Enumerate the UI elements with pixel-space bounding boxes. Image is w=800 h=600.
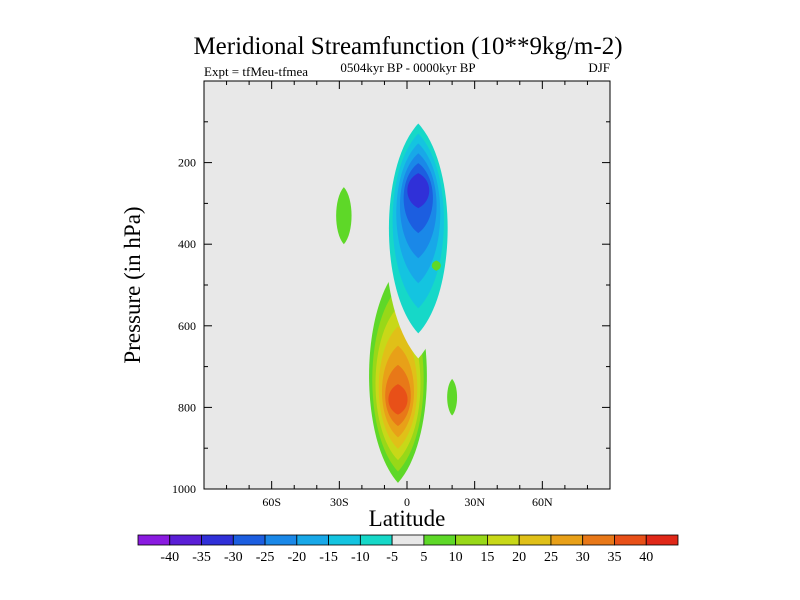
experiment-label: Expt = tfMeu-tfmea <box>204 64 308 79</box>
contour-tropical-upper-negative-cell <box>385 113 452 359</box>
colorbar-swatch <box>232 534 266 546</box>
colorbar-swatch <box>645 534 679 546</box>
y-axis-ticks: 200 400 600 800 1000 <box>172 121 610 496</box>
y-tick-label: 1000 <box>172 482 196 496</box>
contour-band-small-positive-blob-1 <box>431 260 441 271</box>
colorbar-label: -5 <box>386 550 398 565</box>
contour-band-tropical-lower-positive-cell-7 <box>388 384 408 415</box>
y-tick-label: 600 <box>178 319 196 333</box>
colorbar-label: 35 <box>607 550 621 565</box>
x-axis-label: Latitude <box>369 506 446 531</box>
contour-southern-positive-patch <box>336 187 352 245</box>
x-tick-label: 30S <box>330 495 349 509</box>
contour-fill-layer <box>336 81 517 483</box>
plot-area: 60S 30S 0 30N 60N 200 400 600 800 1000 <box>172 80 611 509</box>
colorbar-swatch <box>169 534 202 546</box>
x-tick-label: 30N <box>464 495 485 509</box>
colorbar-swatch <box>264 534 298 546</box>
contour-band-mid-lat-positive-patch-1 <box>447 378 458 416</box>
colorbar-swatch <box>201 534 234 546</box>
colorbar-label: -20 <box>287 550 306 565</box>
colorbar-label: 10 <box>449 550 463 565</box>
colorbar-label: 20 <box>512 550 526 565</box>
season-label: DJF <box>588 60 610 75</box>
colorbar-label: -15 <box>319 550 338 565</box>
contour-band-upper-arctic-negative-streak-1 <box>497 81 511 126</box>
colorbar-swatch <box>137 534 171 546</box>
colorbar-swatch <box>550 534 584 546</box>
x-tick-label: 60S <box>262 495 281 509</box>
contour-band-southern-positive-patch-1 <box>336 187 352 245</box>
chart-title: Meridional Streamfunction (10**9kg/m-2) <box>193 33 622 60</box>
y-tick-label: 400 <box>178 237 196 251</box>
colorbar-label: 30 <box>576 550 590 565</box>
contour-small-positive-blob <box>431 260 441 271</box>
colorbar-swatch <box>296 534 329 546</box>
colorbar-label: -40 <box>160 550 179 565</box>
contour-southern-negative-patch <box>365 195 381 253</box>
contour-northern-negative-sliver <box>458 207 468 224</box>
contour-upper-arctic-negative-streak <box>497 81 511 126</box>
colorbar-swatch <box>423 534 457 546</box>
colorbar-swatch <box>359 534 393 546</box>
period-label: 0504kyr BP - 0000kyr BP <box>340 60 475 75</box>
x-axis-ticks: 60S 30S 0 30N 60N <box>226 81 588 509</box>
colorbar-swatch <box>455 534 488 546</box>
contour-mid-lat-positive-patch <box>447 378 458 416</box>
x-tick-label: 0 <box>404 495 410 509</box>
contour-band-northern-negative-streak-1 <box>500 211 517 273</box>
contour-band-northern-negative-sliver-1 <box>458 207 468 224</box>
colorbar-swatch <box>328 534 361 546</box>
colorbar-label: 5 <box>420 550 427 565</box>
colorbar-swatch <box>582 534 615 546</box>
colorbar-label: 15 <box>480 550 494 565</box>
colorbar-label: 40 <box>639 550 653 565</box>
colorbar-label: 25 <box>544 550 558 565</box>
contour-northern-negative-streak <box>500 211 517 273</box>
colorbar-label: -10 <box>351 550 370 565</box>
colorbar-label: -30 <box>224 550 243 565</box>
colorbar-swatch <box>391 534 425 546</box>
y-axis-label: Pressure (in hPa) <box>120 206 145 363</box>
colorbar: -40 -35 -30 -25 -20 -15 -10 -5 5 10 15 20 25 30 35 40 <box>137 534 679 565</box>
y-tick-label: 800 <box>178 400 196 414</box>
colorbar-label: -35 <box>192 550 211 565</box>
colorbar-swatch <box>614 534 647 546</box>
contour-band-southern-negative-patch-1 <box>365 195 381 253</box>
colorbar-label: -25 <box>256 550 275 565</box>
y-tick-label: 200 <box>178 156 196 170</box>
colorbar-swatch <box>518 534 552 546</box>
colorbar-swatch <box>487 534 520 546</box>
x-tick-label: 60N <box>532 495 553 509</box>
contour-band-tropical-upper-negative-cell-7 <box>407 173 430 209</box>
